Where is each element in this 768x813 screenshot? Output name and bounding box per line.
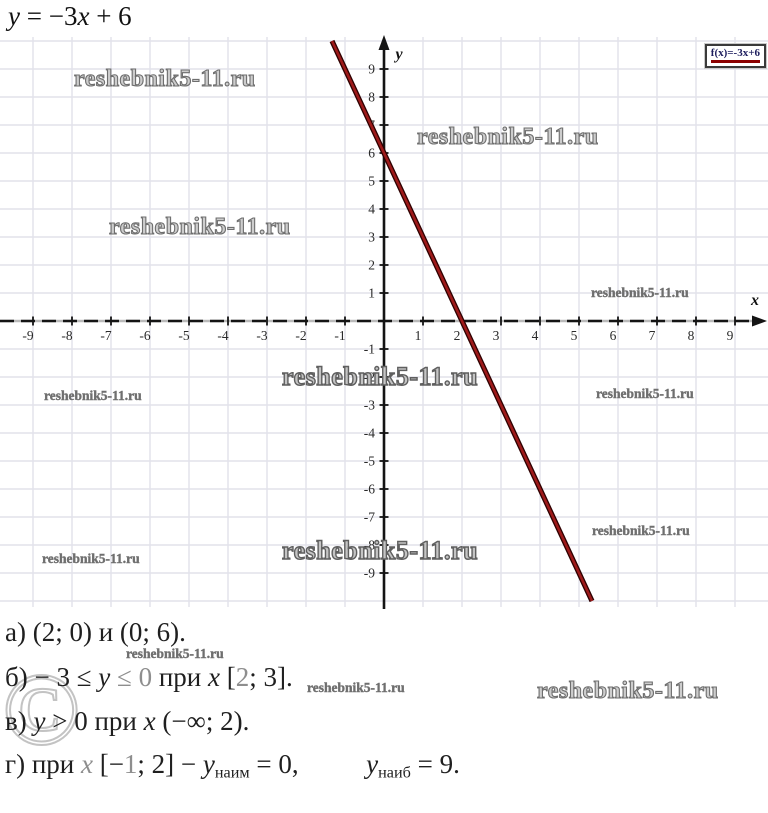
svg-text:-7: -7 xyxy=(100,328,111,343)
text-segment: 0 xyxy=(138,662,153,692)
svg-text:2: 2 xyxy=(368,258,375,273)
svg-text:-5: -5 xyxy=(364,454,375,469)
text-segment: [− xyxy=(92,749,124,779)
x-axis: x xyxy=(0,292,767,327)
svg-text:4: 4 xyxy=(368,202,375,217)
text-segment: = −3 xyxy=(19,1,78,31)
text-segment: x xyxy=(80,749,93,779)
function-graph: x y -9 -8 -7 -6 -5 -4 -3 -2 -1 1 2 3 4 5 6 7 8 9 -9 -8 -7 -6 -5-… xyxy=(0,33,768,611)
svg-text:-8: -8 xyxy=(61,328,72,343)
text-segment: x xyxy=(143,706,156,736)
text-segment: = 0, xyxy=(249,749,299,779)
legend-line-sample xyxy=(710,60,760,63)
text-segment: наиб xyxy=(378,763,411,782)
equation-title: y = −3x + 6 xyxy=(8,1,132,32)
svg-text:5: 5 xyxy=(368,174,375,189)
svg-text:9: 9 xyxy=(368,62,375,77)
svg-text:1: 1 xyxy=(368,286,375,301)
text-segment: наим xyxy=(214,763,250,782)
svg-text:9: 9 xyxy=(727,328,734,343)
svg-text:4: 4 xyxy=(532,328,539,343)
svg-text:1: 1 xyxy=(415,328,422,343)
svg-text:5: 5 xyxy=(571,328,578,343)
svg-text:-9: -9 xyxy=(22,328,33,343)
answer-line-g: г) при x [−1; 2] − yнаим = 0, yнаиб = 9. xyxy=(5,749,460,783)
svg-text:-2: -2 xyxy=(364,370,375,385)
svg-text:-6: -6 xyxy=(364,482,375,497)
text-segment: > 0 при xyxy=(45,706,144,736)
svg-text:2: 2 xyxy=(454,328,461,343)
text-segment: y xyxy=(8,1,20,31)
text-segment: [ xyxy=(219,662,236,692)
svg-text:-9: -9 xyxy=(364,566,375,581)
chart-canvas: xy-9 -8 -7 -6 -5 -4 -3 -2 -1 1 2 3 4 5 6 7 8 9-9-8-7-6-5-… xyxy=(0,35,768,609)
svg-text:-5: -5 xyxy=(178,328,189,343)
svg-text:x: x xyxy=(750,292,759,309)
svg-text:-3: -3 xyxy=(256,328,267,343)
text-segment xyxy=(299,749,367,779)
text-segment: y xyxy=(33,706,46,736)
text-segment: в) xyxy=(5,706,34,736)
svg-text:-8: -8 xyxy=(364,538,375,553)
svg-text:3: 3 xyxy=(368,230,375,245)
text-segment: а) (2; 0) и (0; 6). xyxy=(5,617,186,647)
svg-text:-4: -4 xyxy=(217,328,228,343)
svg-text:6: 6 xyxy=(610,328,617,343)
svg-text:y: y xyxy=(393,46,403,63)
legend-label: f(x)=-3x+6 xyxy=(710,47,760,59)
y-axis: y xyxy=(378,35,403,609)
text-segment: y xyxy=(366,749,379,779)
legend: f(x)=-3x+6 xyxy=(704,44,766,68)
svg-text:3: 3 xyxy=(493,328,500,343)
answer-line-b: б) − 3 ≤ y ≤ 0 при x [2; 3]. xyxy=(5,662,293,693)
svg-text:8: 8 xyxy=(688,328,695,343)
text-segment: ≤ xyxy=(110,662,139,692)
text-segment: ; 2] − xyxy=(137,749,203,779)
function-line xyxy=(329,39,595,603)
svg-text:-7: -7 xyxy=(364,510,375,525)
text-segment: y xyxy=(202,749,215,779)
text-segment: y xyxy=(98,662,111,692)
svg-text:-3: -3 xyxy=(364,398,375,413)
text-segment: г) при xyxy=(5,749,81,779)
text-segment: 1 xyxy=(123,749,138,779)
svg-text:8: 8 xyxy=(368,90,375,105)
text-segment: ; 3]. xyxy=(249,662,293,692)
text-segment: 2 xyxy=(235,662,250,692)
svg-text:-2: -2 xyxy=(295,328,306,343)
text-segment: (−∞; 2). xyxy=(155,706,250,736)
text-segment: + 6 xyxy=(89,1,132,31)
tick-labels: -9 -8 -7 -6 -5 -4 -3 -2 -1 1 2 3 4 5 6 7 8 9 -9 -8 -7 -6 -5 -4 -… xyxy=(22,62,736,581)
text-segment: б) − 3 ≤ xyxy=(5,662,99,692)
answer-line-v: в) y > 0 при x (−∞; 2). xyxy=(5,706,249,737)
svg-text:-4: -4 xyxy=(364,426,375,441)
copyright-watermark-icon: © xyxy=(1,652,82,767)
text-segment: = 9. xyxy=(410,749,460,779)
svg-text:-6: -6 xyxy=(139,328,150,343)
answer-line-a: а) (2; 0) и (0; 6). xyxy=(5,617,186,648)
text-segment: x xyxy=(77,1,90,31)
text-segment: x xyxy=(208,662,220,692)
svg-text:-1: -1 xyxy=(334,328,345,343)
svg-text:-1: -1 xyxy=(364,342,375,357)
text-segment: при xyxy=(152,662,208,692)
svg-text:7: 7 xyxy=(649,328,656,343)
svg-text:6: 6 xyxy=(368,146,375,161)
